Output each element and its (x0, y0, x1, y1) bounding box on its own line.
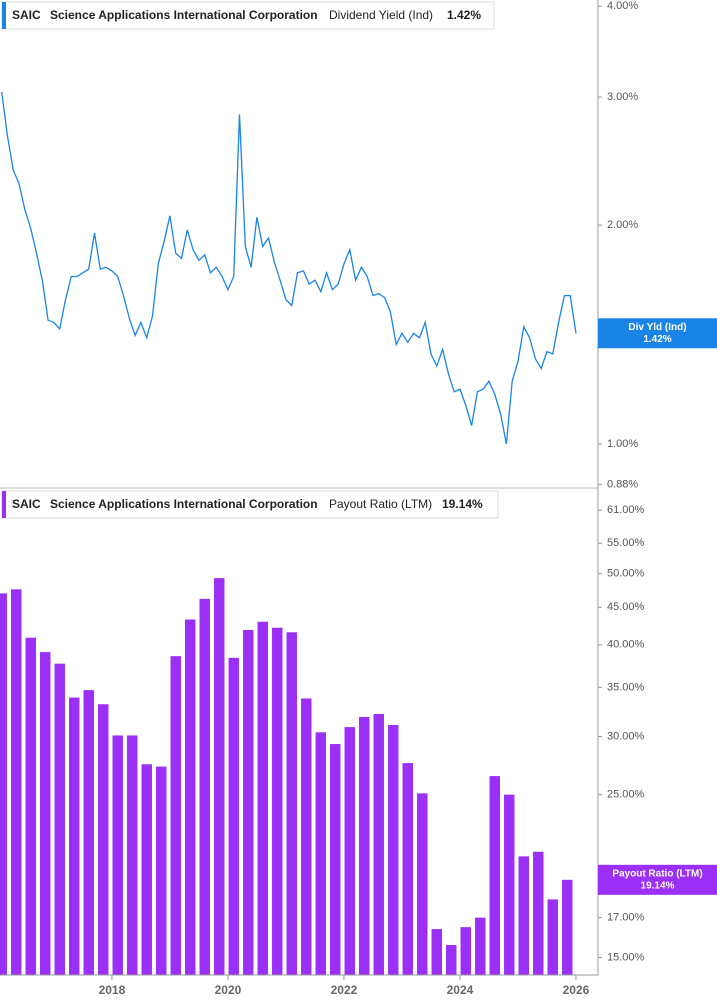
y-tick-label: 0.88% (607, 478, 638, 490)
y-tick-label: 30.00% (607, 730, 645, 742)
y-tick-label: 40.00% (607, 639, 645, 651)
bar (315, 732, 326, 975)
x-tick-label: 2018 (99, 983, 126, 997)
y-tick-label: 3.00% (607, 91, 638, 103)
ticker: SAIC (12, 8, 41, 22)
bar (286, 632, 297, 975)
company: Science Applications International Corpo… (50, 497, 318, 511)
badge-label: Div Yld (Ind) (628, 322, 686, 333)
bar (141, 764, 152, 975)
y-tick-label: 1.00% (607, 438, 638, 450)
bar (11, 589, 22, 975)
bar (257, 621, 268, 975)
ticker: SAIC (12, 497, 41, 511)
bar (431, 929, 442, 975)
bar (344, 727, 355, 975)
bar (330, 744, 341, 975)
last-value-badge (598, 864, 717, 895)
bar (504, 794, 515, 975)
x-tick-label: 2020 (215, 983, 242, 997)
metric: Dividend Yield (Ind) (329, 8, 433, 22)
last-value: 1.42% (447, 8, 481, 22)
legend-box (1, 1, 495, 30)
bar (98, 704, 109, 975)
bar (170, 656, 181, 975)
bar (0, 593, 7, 975)
metric: Payout Ratio (LTM) (329, 497, 432, 511)
bar (518, 856, 529, 975)
bar (112, 735, 123, 975)
bar (272, 627, 283, 975)
bar (446, 945, 457, 975)
bar (25, 637, 36, 975)
bar (475, 917, 486, 975)
y-tick-label: 50.00% (607, 568, 645, 580)
marks-layer (0, 91, 577, 975)
bar (301, 698, 312, 975)
y-tick-label: 25.00% (607, 789, 645, 801)
legend-box (1, 490, 499, 519)
bar (562, 879, 573, 975)
bar (185, 619, 196, 975)
legend-swatch (2, 2, 6, 29)
y-tick-label: 55.00% (607, 537, 645, 549)
company: Science Applications International Corpo… (50, 8, 318, 22)
line (1, 91, 577, 445)
bar (373, 713, 384, 975)
y-tick-label: 61.00% (607, 504, 645, 516)
last-value: 19.14% (442, 497, 483, 511)
y-tick-label: 2.00% (607, 219, 638, 231)
badge-value: 19.14% (641, 880, 675, 891)
bar (40, 652, 51, 975)
y-tick-label: 35.00% (607, 681, 645, 693)
bar (489, 776, 500, 975)
x-tick-label: 2022 (331, 983, 358, 997)
bar (388, 725, 399, 975)
bar (547, 899, 558, 975)
x-tick-label: 2026 (563, 983, 590, 997)
legend-swatch (2, 491, 6, 518)
bar (83, 690, 94, 975)
bar (533, 851, 544, 975)
bar (199, 598, 210, 975)
bar (243, 630, 254, 975)
bar (69, 697, 80, 975)
last-value-badge (598, 318, 717, 349)
y-tick-label: 45.00% (607, 601, 645, 613)
badge-value: 1.42% (643, 334, 671, 345)
bar (402, 763, 413, 975)
y-tick-label: 15.00% (607, 951, 645, 963)
badge-label: Payout Ratio (LTM) (612, 868, 702, 879)
bar (417, 793, 428, 975)
bar (214, 578, 225, 975)
bar (228, 657, 239, 975)
x-tick-label: 2024 (447, 983, 474, 997)
bar (359, 716, 370, 975)
bar (460, 927, 471, 975)
bar (127, 735, 138, 975)
bar (156, 766, 167, 975)
y-tick-label: 4.00% (607, 0, 638, 12)
y-tick-label: 17.00% (607, 912, 645, 924)
bar (54, 663, 65, 975)
